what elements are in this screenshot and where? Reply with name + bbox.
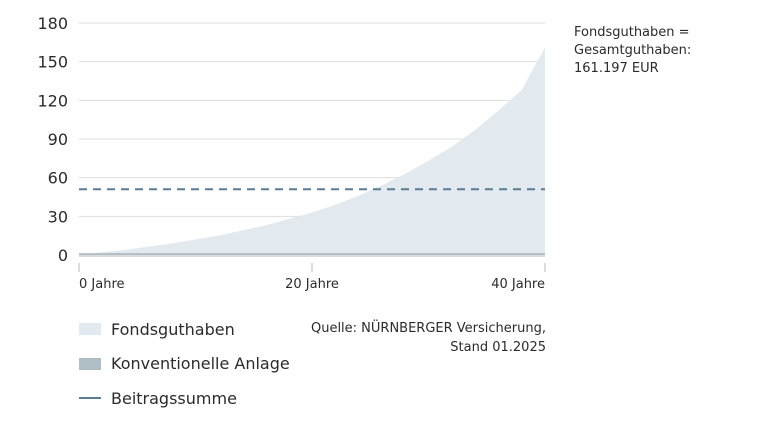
y-tick-label-180: 180 <box>37 14 68 33</box>
x-tick-label-0: 0 Jahre <box>79 277 125 292</box>
annotation-line-2: Gesamtguthaben: <box>574 43 692 58</box>
legend-swatch-fondsguthaben <box>79 323 101 335</box>
annotation-line-1: Fondsguthaben = <box>574 25 690 40</box>
source-note: Quelle: NÜRNBERGER Versicherung, Stand 0… <box>311 319 546 357</box>
annotation-value: 161.197 EUR <box>574 61 659 76</box>
legend-item-fondsguthaben: Fondsguthaben <box>79 318 290 340</box>
y-tick-label-150: 150 <box>37 53 68 72</box>
x-tick-label-2: 40 Jahre <box>491 277 545 292</box>
x-tick-label-1: 20 Jahre <box>285 277 339 292</box>
area-fondsguthaben <box>79 47 545 255</box>
source-line-2: Stand 01.2025 <box>450 340 546 355</box>
legend-label-beitragssumme: Beitragssumme <box>111 388 237 408</box>
source-line-1: Quelle: NÜRNBERGER Versicherung, <box>310 321 546 336</box>
legend-item-konventionelle-anlage: Konventionelle Anlage <box>79 353 290 375</box>
legend-item-beitragssumme: Beitragssumme <box>79 387 290 409</box>
legend-swatch-beitragssumme <box>79 397 101 399</box>
y-tick-label-120: 120 <box>37 91 68 110</box>
y-tick-label-30: 30 <box>48 207 68 226</box>
area-konventionelle-anlage <box>79 253 545 255</box>
legend-label-konventionelle-anlage: Konventionelle Anlage <box>111 354 290 373</box>
legend: Fondsguthaben Konventionelle Anlage Beit… <box>79 318 290 422</box>
y-tick-label-90: 90 <box>48 130 68 149</box>
legend-label-fondsguthaben: Fondsguthaben <box>111 319 235 339</box>
legend-swatch-konventionelle-anlage <box>79 357 101 370</box>
total-annotation: Fondsguthaben = Gesamtguthaben: 161.197 … <box>574 24 754 78</box>
y-tick-label-60: 60 <box>48 169 68 188</box>
y-tick-label-0: 0 <box>58 246 68 265</box>
